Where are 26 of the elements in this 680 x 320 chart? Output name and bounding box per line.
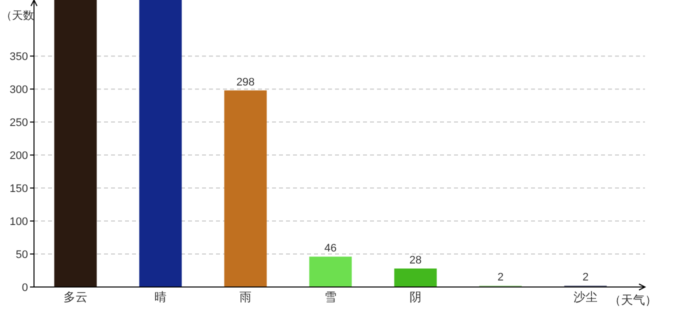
y-tick-label: 200 [10,150,28,162]
y-tick-label: 0 [22,282,28,294]
x-tick-label: 晴 [154,290,166,304]
y-tick-label: 100 [10,216,28,228]
data-label: 298 [236,76,255,88]
data-label: 2 [582,272,589,284]
x-axis-title: （天气） [609,293,657,307]
bar [224,90,267,287]
bar [394,268,437,287]
data-label: 46 [324,242,337,255]
x-tick-label: 多云 [64,290,88,304]
x-tick-label: 雨 [240,290,252,304]
bar [54,0,97,287]
y-tick-label: 150 [10,182,28,195]
data-label: 2 [497,272,504,284]
x-tick-label: 阴 [410,290,422,304]
y-tick-label: 250 [10,116,28,129]
bar [139,0,182,287]
y-axis-title: （天数 [1,10,34,22]
x-tick-label: 雪 [324,290,336,304]
y-tick-label: 300 [10,84,28,96]
x-tick-label: 沙尘 [574,290,598,304]
data-label: 28 [409,254,422,267]
y-tick-label: 50 [16,248,28,261]
bar [309,256,352,287]
y-tick-label: 350 [10,50,28,63]
